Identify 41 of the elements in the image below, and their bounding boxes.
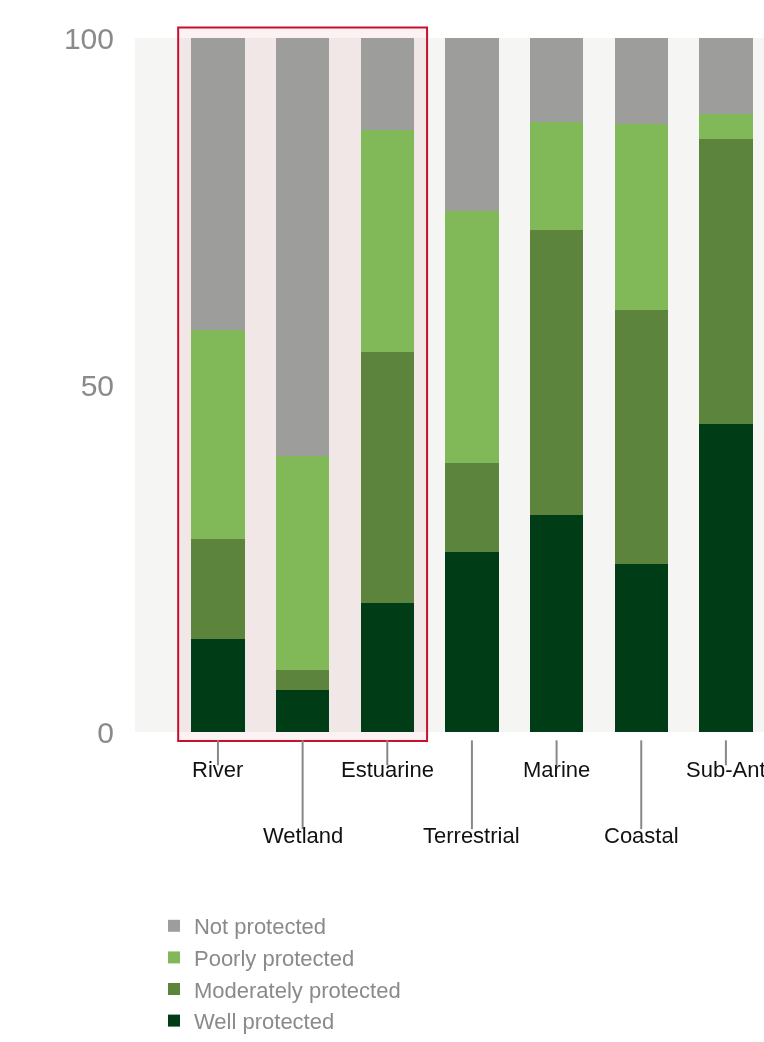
bar bbox=[529, 514, 584, 732]
y-tick-label: 50 bbox=[80, 368, 114, 402]
bar bbox=[191, 330, 245, 540]
bar bbox=[360, 602, 414, 732]
bar bbox=[275, 455, 330, 671]
bar bbox=[614, 310, 668, 565]
bar bbox=[191, 38, 245, 331]
bar bbox=[191, 639, 245, 732]
bar bbox=[614, 38, 668, 125]
legend-label: Moderately protected bbox=[193, 977, 401, 1003]
bar bbox=[529, 230, 584, 515]
bar bbox=[275, 689, 330, 732]
bar bbox=[191, 539, 245, 639]
bar bbox=[699, 423, 753, 732]
bar bbox=[699, 114, 753, 140]
legend-label: Not protected bbox=[193, 914, 327, 940]
bar bbox=[529, 121, 584, 231]
bar bbox=[445, 210, 499, 464]
x-tick-label: Coastal bbox=[604, 823, 679, 848]
x-tick-label: Wetland bbox=[263, 823, 344, 848]
bar bbox=[699, 139, 753, 424]
x-tick-label: Estuarine bbox=[341, 757, 434, 782]
x-tick-label: Marine bbox=[523, 757, 591, 782]
x-tick-label: River bbox=[192, 757, 244, 782]
y-tick-label: 100 bbox=[63, 21, 114, 55]
bar bbox=[360, 38, 414, 130]
legend-label: Well protected bbox=[193, 1009, 335, 1035]
x-tick-label: Terrestrial bbox=[423, 823, 520, 848]
bar bbox=[445, 463, 499, 552]
bar bbox=[699, 38, 753, 115]
bar bbox=[360, 352, 414, 603]
legend-label: Poorly protected bbox=[193, 945, 355, 971]
bar bbox=[360, 129, 414, 353]
bar bbox=[275, 670, 330, 690]
bar bbox=[614, 564, 668, 732]
bar bbox=[445, 551, 499, 732]
bar bbox=[529, 38, 584, 122]
bar bbox=[275, 38, 330, 456]
bar bbox=[445, 38, 499, 211]
bar bbox=[614, 124, 668, 311]
y-tick-label: 0 bbox=[97, 715, 114, 749]
